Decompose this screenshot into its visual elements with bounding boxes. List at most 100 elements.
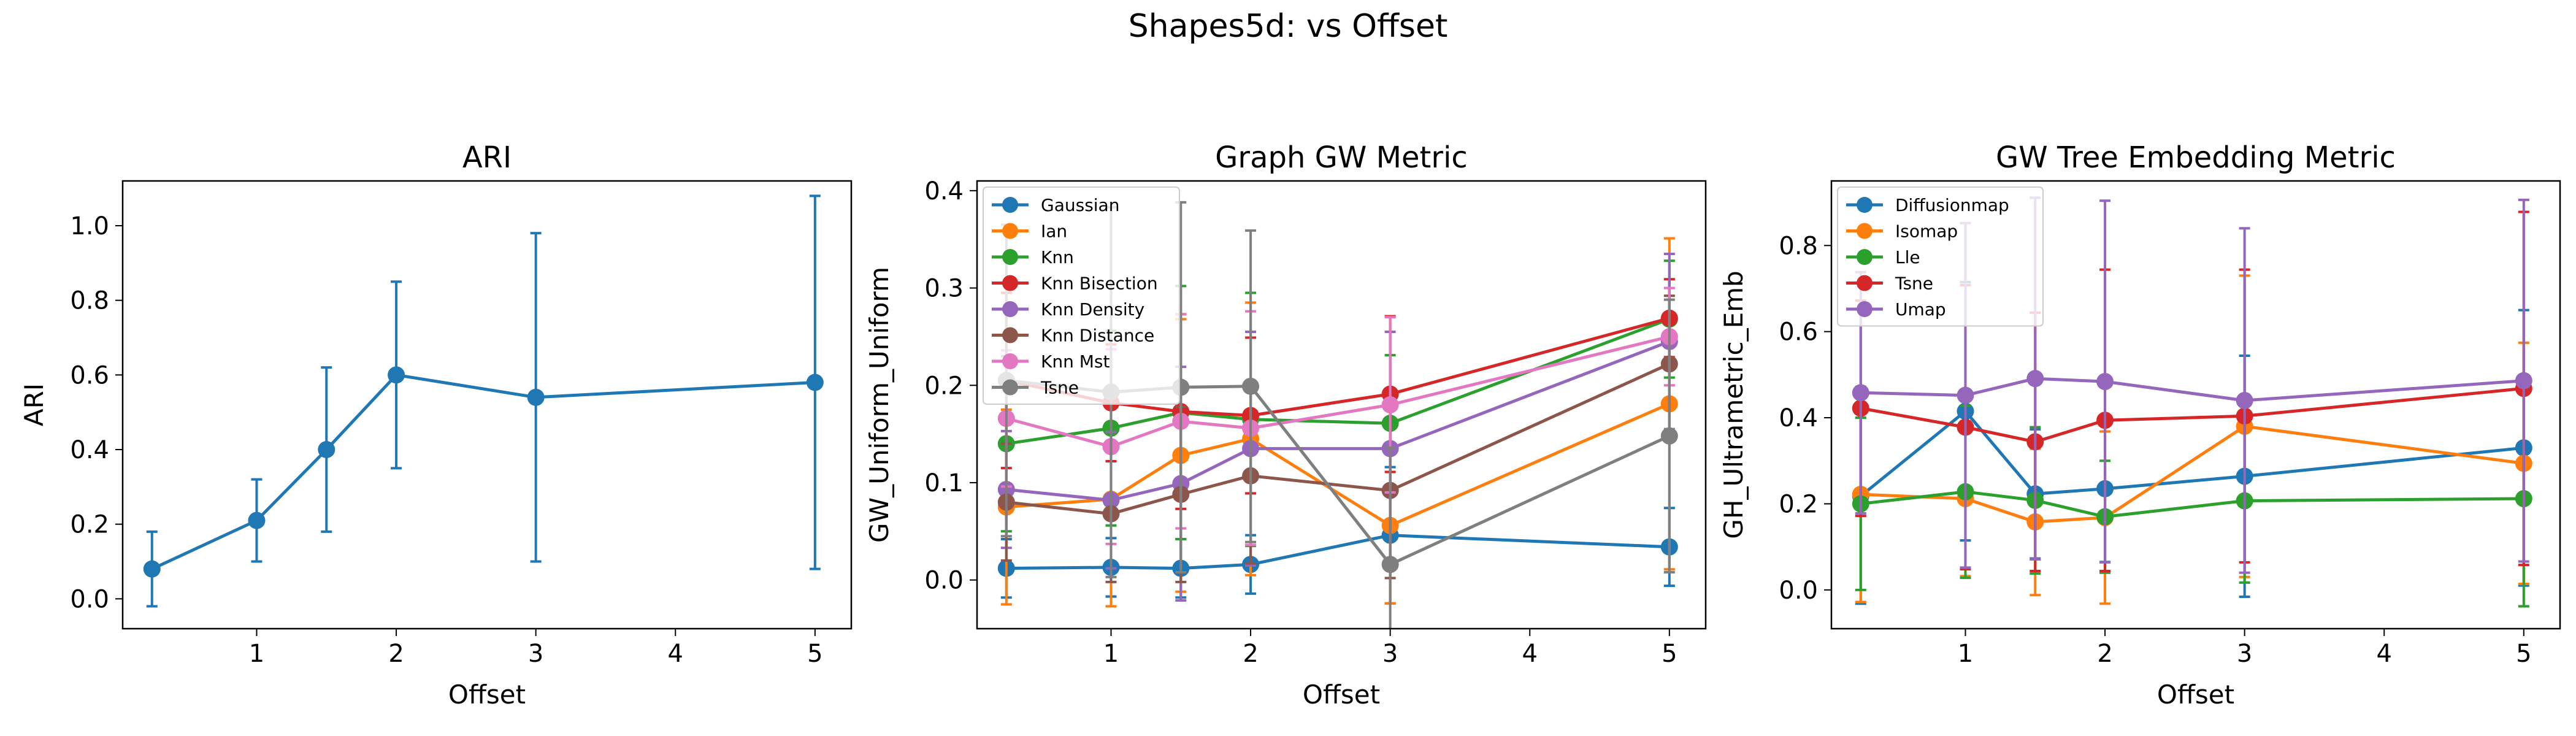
x-tick-label: 1 xyxy=(1958,640,1973,668)
data-point xyxy=(806,374,824,391)
x-tick-label: 1 xyxy=(249,640,264,668)
legend-label: Tsne xyxy=(1895,274,1933,294)
data-point xyxy=(2236,391,2253,409)
panel-title: GW Tree Embedding Metric xyxy=(1996,140,2396,175)
legend-label: Knn xyxy=(1041,247,1074,267)
legend-marker xyxy=(1857,249,1873,265)
x-tick-label: 4 xyxy=(1522,640,1538,668)
data-point xyxy=(1381,396,1399,413)
y-tick-label: 0.0 xyxy=(924,567,964,595)
legend-marker xyxy=(1002,275,1018,291)
y-tick-label: 0.8 xyxy=(1779,232,1818,260)
legend-marker xyxy=(1002,223,1018,239)
axes-frame xyxy=(976,180,1707,630)
series-umap xyxy=(1852,196,2532,574)
x-tick-label: 2 xyxy=(1243,640,1258,668)
y-tick-label: 0.4 xyxy=(1779,404,1818,432)
legend-marker xyxy=(1857,223,1873,239)
x-tick-label: 2 xyxy=(2097,640,2112,668)
y-tick-label: 0.2 xyxy=(70,511,109,539)
axes-frame xyxy=(121,180,853,630)
plot-area xyxy=(997,201,1678,629)
legend-label: Knn Distance xyxy=(1041,326,1154,346)
legend-marker xyxy=(1857,301,1873,317)
legend-marker xyxy=(1857,275,1873,291)
legend-label: Gaussian xyxy=(1041,195,1119,215)
x-tick-label: 2 xyxy=(388,640,404,668)
x-axis-label: Offset xyxy=(2157,680,2234,710)
data-point xyxy=(1381,556,1399,573)
y-tick-label: 0.6 xyxy=(1779,318,1818,347)
y-tick-label: 0.0 xyxy=(1779,577,1818,605)
x-tick-label: 5 xyxy=(2516,640,2531,668)
legend-marker xyxy=(1002,353,1018,369)
x-axis-label: Offset xyxy=(1303,680,1380,710)
series-series xyxy=(143,194,824,608)
data-point xyxy=(388,366,405,384)
panel-ari: ARI 1 2 3 4 5 0.0 0.2 0.4 0.6 0.8 1.0 Offset ARI xyxy=(19,140,853,710)
series-line xyxy=(1006,340,1670,502)
series-line xyxy=(1006,317,1670,445)
x-tick-label: 3 xyxy=(1382,640,1398,668)
legend-label: Knn Density xyxy=(1041,299,1144,320)
x-tick-label: 3 xyxy=(528,640,543,668)
panel-gw-tree-embedding-metric: GW Tree Embedding Metric 1 2 3 4 5 0.0 0.2 0.4 0.… xyxy=(1719,140,2561,710)
legend-marker xyxy=(1002,301,1018,317)
legend-label: Knn Bisection xyxy=(1041,274,1158,294)
legend-marker xyxy=(1857,197,1873,213)
data-point xyxy=(1242,377,1260,395)
data-point xyxy=(527,388,545,406)
legend-label: Tsne xyxy=(1040,378,1079,398)
series-line xyxy=(1860,377,2524,402)
y-tick-label: 0.0 xyxy=(70,585,109,613)
x-tick-label: 5 xyxy=(807,640,822,668)
data-point xyxy=(1852,384,1869,402)
y-tick-label: 0.8 xyxy=(70,287,109,315)
series-line xyxy=(1006,362,1670,516)
y-tick-label: 0.2 xyxy=(924,372,964,400)
x-axis-label: Offset xyxy=(448,680,526,710)
legend-label: Umap xyxy=(1895,299,1946,320)
y-tick-label: 0.4 xyxy=(924,177,964,205)
panel-graph-gw-metric: Graph GW Metric 1 2 3 4 5 0.0 0.1 0.2 0.3 0.4 Offse… xyxy=(864,140,1707,710)
y-tick-label: 0.4 xyxy=(70,436,109,464)
y-tick-label: 0.2 xyxy=(1779,490,1818,518)
y-tick-label: 0.6 xyxy=(70,361,109,389)
y-axis-label: GW_Uniform_Uniform xyxy=(864,267,894,543)
legend-label: Diffusionmap xyxy=(1895,195,2009,215)
series-line xyxy=(1006,335,1670,448)
y-tick-label: 0.1 xyxy=(924,469,964,497)
data-point xyxy=(2096,373,2114,391)
series-line xyxy=(1006,534,1669,570)
axes-frame xyxy=(1830,180,2561,630)
legend-label: Ian xyxy=(1041,221,1067,242)
figure-title: Shapes5d: vs Offset xyxy=(1129,8,1448,45)
data-point xyxy=(2515,372,2532,389)
legend: Gaussian Ian Knn Knn Bisection Knn Density Kn… xyxy=(983,186,1180,405)
x-tick-label: 1 xyxy=(1103,640,1119,668)
x-tick-label: 4 xyxy=(668,640,683,668)
series-line xyxy=(1860,424,2524,524)
legend-marker xyxy=(1002,249,1018,265)
panel-title: ARI xyxy=(462,140,512,175)
legend-label: Isomap xyxy=(1895,221,1958,242)
y-tick-label: 0.3 xyxy=(924,275,964,303)
series-line xyxy=(1006,402,1670,527)
plot-area xyxy=(143,194,824,608)
legend-frame xyxy=(1837,186,2044,327)
legend-label: Knn Mst xyxy=(1041,351,1110,372)
data-point xyxy=(143,560,161,578)
y-axis-label: GH_Ultrametric_Emb xyxy=(1719,270,1749,539)
data-point xyxy=(2026,370,2044,388)
data-point xyxy=(318,441,335,458)
legend-marker xyxy=(1002,379,1018,396)
y-axis-label: ARI xyxy=(19,383,49,426)
data-point xyxy=(248,512,266,529)
data-point xyxy=(1957,386,1974,404)
legend-label: Lle xyxy=(1895,247,1920,267)
x-tick-label: 4 xyxy=(2377,640,2392,668)
series-line xyxy=(151,373,815,570)
legend-frame xyxy=(983,186,1180,405)
